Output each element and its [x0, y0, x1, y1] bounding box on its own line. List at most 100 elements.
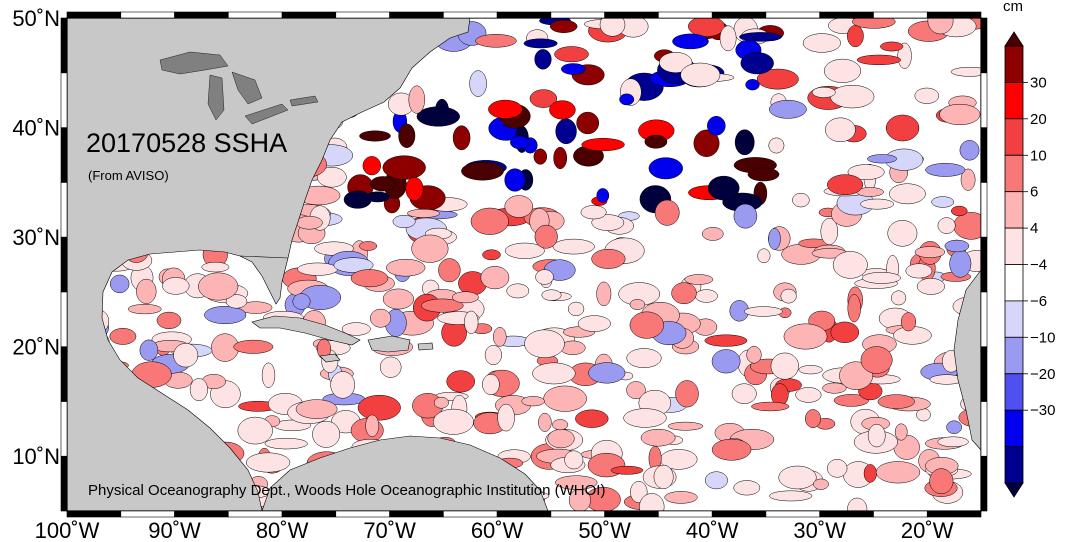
anomaly-blob: [887, 220, 918, 247]
anomaly-blob: [482, 374, 500, 395]
anomaly-blob: [827, 174, 864, 196]
frame-segment-lat: [980, 291, 988, 347]
frame-segment-lon: [819, 11, 874, 19]
map-title: 20170528 SSHA: [86, 128, 288, 158]
anomaly-blob: [739, 32, 782, 42]
anomaly-blob: [852, 18, 896, 29]
anomaly-blob: [704, 334, 748, 347]
frame-segment-lon: [174, 11, 229, 19]
colorbar-band: [1004, 227, 1024, 265]
frame-segment-lat: [60, 17, 68, 74]
anomaly-blob: [740, 52, 774, 75]
anomaly-blob: [521, 396, 545, 407]
anomaly-blob: [925, 163, 966, 177]
anomaly-blob: [532, 362, 576, 385]
anomaly-blob: [798, 365, 823, 375]
anomaly-blob: [644, 134, 668, 149]
colorbar-bands: [1004, 31, 1024, 498]
puerto-rico-land: [417, 342, 434, 351]
anomaly-blob: [416, 106, 460, 127]
anomaly-blob: [929, 468, 954, 495]
anomaly-blob: [946, 420, 962, 434]
colorbar-band: [1004, 336, 1024, 375]
frame-segment-lat: [980, 127, 988, 183]
anomaly-blob: [295, 399, 338, 419]
longitude-label: 70˚W: [363, 518, 416, 542]
anomaly-blob: [847, 25, 864, 48]
anomaly-blob: [889, 183, 926, 205]
anomaly-blob: [591, 248, 626, 269]
anomaly-blob: [822, 382, 847, 394]
anomaly-blob: [504, 242, 545, 259]
anomaly-blob: [653, 464, 674, 489]
anomaly-blob: [432, 408, 474, 435]
anomaly-blob: [707, 116, 726, 136]
anomaly-blob: [654, 199, 680, 226]
anomaly-blob: [567, 301, 585, 317]
anomaly-blob: [341, 322, 371, 336]
anomaly-blob: [357, 394, 401, 421]
anomaly-blob: [707, 175, 740, 201]
colorbar-tick-label: −4: [1030, 257, 1047, 274]
anomaly-blob: [405, 177, 424, 201]
anomaly-blob: [805, 409, 821, 428]
anomaly-blob: [894, 423, 908, 441]
anomaly-blob: [534, 49, 552, 70]
anomaly-blob: [802, 33, 841, 53]
anomaly-blob: [350, 269, 389, 288]
frame-segment-lon: [228, 510, 283, 518]
frame-segment-lon: [228, 11, 283, 19]
anomaly-blob: [702, 227, 724, 241]
anomaly-blob: [897, 42, 912, 69]
anomaly-blob: [534, 224, 558, 249]
anomaly-blob: [916, 278, 945, 295]
anomaly-blob: [733, 480, 761, 496]
anomaly-blob: [832, 251, 868, 279]
anomaly-blob: [688, 18, 725, 37]
hispaniola-land: [367, 335, 411, 353]
anomaly-blob: [504, 168, 526, 192]
anomaly-blob: [619, 93, 635, 106]
anomaly-blob: [734, 129, 755, 156]
anomaly-blob: [623, 408, 667, 428]
anomaly-blob: [555, 118, 577, 145]
frame-segment-lon: [604, 510, 659, 518]
anomaly-blob: [626, 381, 646, 399]
anomaly-blob: [914, 87, 940, 104]
colorbar-units: cm: [1003, 0, 1023, 15]
frame-segment-lat: [980, 401, 988, 457]
anomaly-blob: [711, 349, 741, 374]
anomaly-blob: [847, 164, 885, 180]
colorbar-band: [1004, 264, 1024, 302]
anomaly-blob: [694, 289, 718, 303]
longitude-label: 40˚W: [686, 518, 739, 542]
cuba-land: [251, 315, 361, 346]
anomaly-blob: [931, 196, 955, 208]
colorbar-band: [1004, 31, 1024, 47]
frame-segment-lon: [66, 11, 122, 19]
colorbar-band: [1004, 446, 1024, 484]
anomaly-blob: [719, 25, 737, 52]
anomaly-blob: [386, 258, 426, 277]
anomaly-blob: [827, 459, 848, 478]
longitude-labels: 100˚W 90˚W 80˚W 70˚W 60˚W 50˚W 40˚W 30˚W 20˚W: [35, 518, 954, 542]
anomaly-blob: [382, 155, 426, 180]
anomaly-blob: [951, 205, 968, 217]
anomaly-blob: [524, 329, 565, 359]
frame-segment-lon: [281, 510, 337, 518]
latitude-label: 30˚N: [12, 225, 60, 250]
longitude-label: 90˚W: [148, 518, 201, 542]
anomaly-blob: [261, 362, 276, 388]
anomaly-blob: [867, 423, 886, 448]
anomaly-blob: [392, 214, 416, 229]
colorbar-tick-label: −20: [1030, 366, 1055, 383]
latitude-label: 40˚N: [12, 116, 60, 141]
anomaly-blob: [591, 214, 625, 231]
anomaly-blob: [768, 228, 781, 250]
anomaly-blob: [891, 290, 907, 306]
anomaly-blob: [204, 305, 247, 325]
anomaly-blob: [156, 311, 182, 329]
anomaly-blob: [581, 138, 625, 152]
anomaly-blob: [626, 348, 662, 368]
frame-segment-lon: [174, 510, 229, 518]
